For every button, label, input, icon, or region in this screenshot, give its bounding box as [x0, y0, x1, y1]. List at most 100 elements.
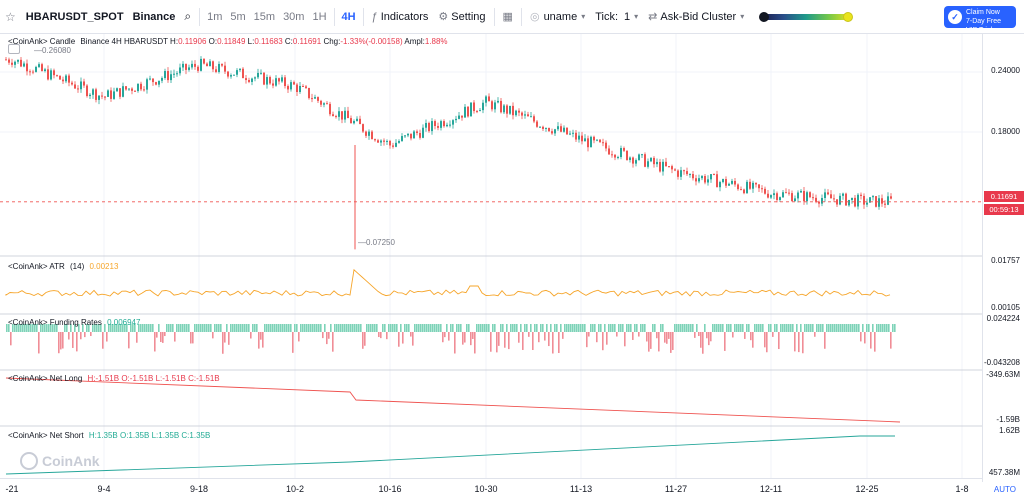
interval-1h[interactable]: 1H [312, 10, 327, 23]
candle-body [830, 194, 832, 199]
search-icon[interactable]: ⌕ [184, 9, 192, 23]
funding-bar-negative [136, 332, 138, 343]
slider-knob-right[interactable] [843, 11, 854, 22]
funding-bar-negative [386, 332, 388, 340]
candle-body [863, 195, 865, 205]
candle-body [374, 139, 376, 141]
tick-value: 1 [624, 10, 631, 23]
funding-bar-positive [172, 324, 174, 332]
star-icon[interactable]: ☆ [5, 9, 16, 24]
funding-bar-positive [300, 324, 302, 332]
funding-bar-negative [498, 332, 500, 346]
slider-knob-left[interactable] [759, 11, 770, 22]
funding-bar-positive [790, 324, 792, 332]
funding-bar-positive [82, 324, 84, 332]
cluster-selector[interactable]: ⇄ Ask-Bid Cluster ▾ [643, 0, 749, 34]
interval-4h[interactable]: 4H [341, 10, 356, 23]
setting-button[interactable]: ⚙ Setting [433, 0, 490, 34]
funding-bar-positive [418, 324, 420, 332]
funding-bar-positive [74, 324, 76, 332]
candle-body [113, 91, 115, 99]
funding-bar-positive [218, 324, 220, 332]
candle-body [497, 100, 499, 103]
candle-body [749, 181, 751, 189]
layout-grid-icon[interactable]: ▦ [502, 11, 513, 23]
candle-body [395, 142, 397, 147]
funding-bar-positive [456, 324, 458, 332]
funding-bar-positive [234, 324, 236, 332]
candle-body [611, 154, 613, 156]
candle-body [200, 58, 202, 71]
price-axis[interactable]: 0.24000 0.18000 0.11691 00:59:13 0.01757… [982, 34, 1024, 482]
funding-legend: <CoinAnk> Funding Rates 0.006947 [8, 318, 140, 327]
funding-bar-negative [666, 332, 668, 344]
funding-bar-positive [48, 324, 50, 332]
candle-body [734, 180, 736, 185]
interval-5m[interactable]: 5m [230, 10, 246, 23]
candle-body [248, 80, 250, 82]
funding-bar-negative [38, 332, 40, 354]
funding-bar-positive [382, 324, 384, 332]
interval-15m[interactable]: 15m [253, 10, 276, 23]
funding-bar-positive [684, 324, 686, 332]
candle-body [38, 64, 40, 67]
interval-1m[interactable]: 1m [207, 10, 223, 23]
funding-bar-negative [190, 332, 192, 344]
funding-bar-positive [836, 324, 838, 332]
funding-bar-positive [52, 324, 54, 332]
candle-body [470, 102, 472, 117]
funding-bar-positive [186, 324, 188, 332]
vip-trial-button[interactable]: ✓ Claim Now 7-Day Free VIP Trial [944, 6, 1016, 34]
funding-bar-positive [344, 324, 346, 332]
candle-body [488, 96, 490, 102]
funding-bar-negative [672, 332, 674, 350]
netshort-legend: <CoinAnk> Net Short H:1.35B O:1.35B L:1.… [8, 431, 210, 440]
candle-body [227, 71, 229, 77]
interval-30m[interactable]: 30m [283, 10, 305, 23]
funding-bar-positive [512, 324, 514, 332]
funding-bar-positive [796, 324, 798, 332]
time-axis[interactable]: -21 9-4 9-18 10-2 10-16 10-30 11-13 11-2… [0, 478, 982, 500]
funding-bar-negative [362, 332, 364, 349]
funding-bar-positive [204, 324, 206, 332]
funding-bar-positive [180, 324, 182, 332]
x-tick: 12-25 [855, 484, 879, 494]
candle-body [692, 174, 694, 179]
price-label-1: 0.18000 [991, 127, 1020, 136]
funding-bar-negative [402, 332, 404, 344]
candle-body [518, 110, 520, 113]
candle-body [599, 139, 601, 143]
funding-bar-positive [196, 324, 198, 332]
funding-bar-positive [428, 324, 430, 332]
funding-bar-positive [776, 324, 778, 332]
funding-bar-positive [572, 324, 574, 332]
funding-bar-negative [250, 332, 252, 339]
funding-bar-positive [200, 324, 202, 332]
candle-body [569, 133, 571, 135]
tick-selector[interactable]: Tick: 1 ▾ [590, 0, 643, 34]
chart-canvas[interactable] [0, 34, 982, 478]
funding-bar-positive [534, 324, 536, 332]
candle-body [869, 197, 871, 203]
candle-body [812, 197, 814, 199]
collapse-legend-button[interactable] [8, 44, 20, 54]
funding-bar-positive [892, 324, 894, 332]
funding-bar-positive [238, 324, 240, 332]
main-low: 0.11683 [254, 37, 283, 46]
funding-bar-negative [504, 332, 506, 348]
candle-body [71, 82, 73, 85]
exchange-name[interactable]: Binance [132, 10, 176, 23]
funding-bar-negative [322, 332, 324, 339]
funding-bar-positive [110, 324, 112, 332]
candle-body [617, 157, 619, 159]
auto-scale-button[interactable]: AUTO [993, 485, 1016, 494]
indicators-button[interactable]: ƒ Indicators [367, 0, 434, 34]
divider [199, 7, 201, 26]
uname-button[interactable]: ◎ uname ▾ [525, 0, 590, 34]
netlong-axis-min: -1.59B [996, 415, 1020, 424]
symbol-name[interactable]: HBARUSDT_SPOT [25, 10, 124, 23]
candle-body [263, 72, 265, 85]
funding-bar-positive [830, 324, 832, 332]
candle-body [860, 194, 862, 196]
heatmap-gradient-slider[interactable] [759, 11, 854, 22]
